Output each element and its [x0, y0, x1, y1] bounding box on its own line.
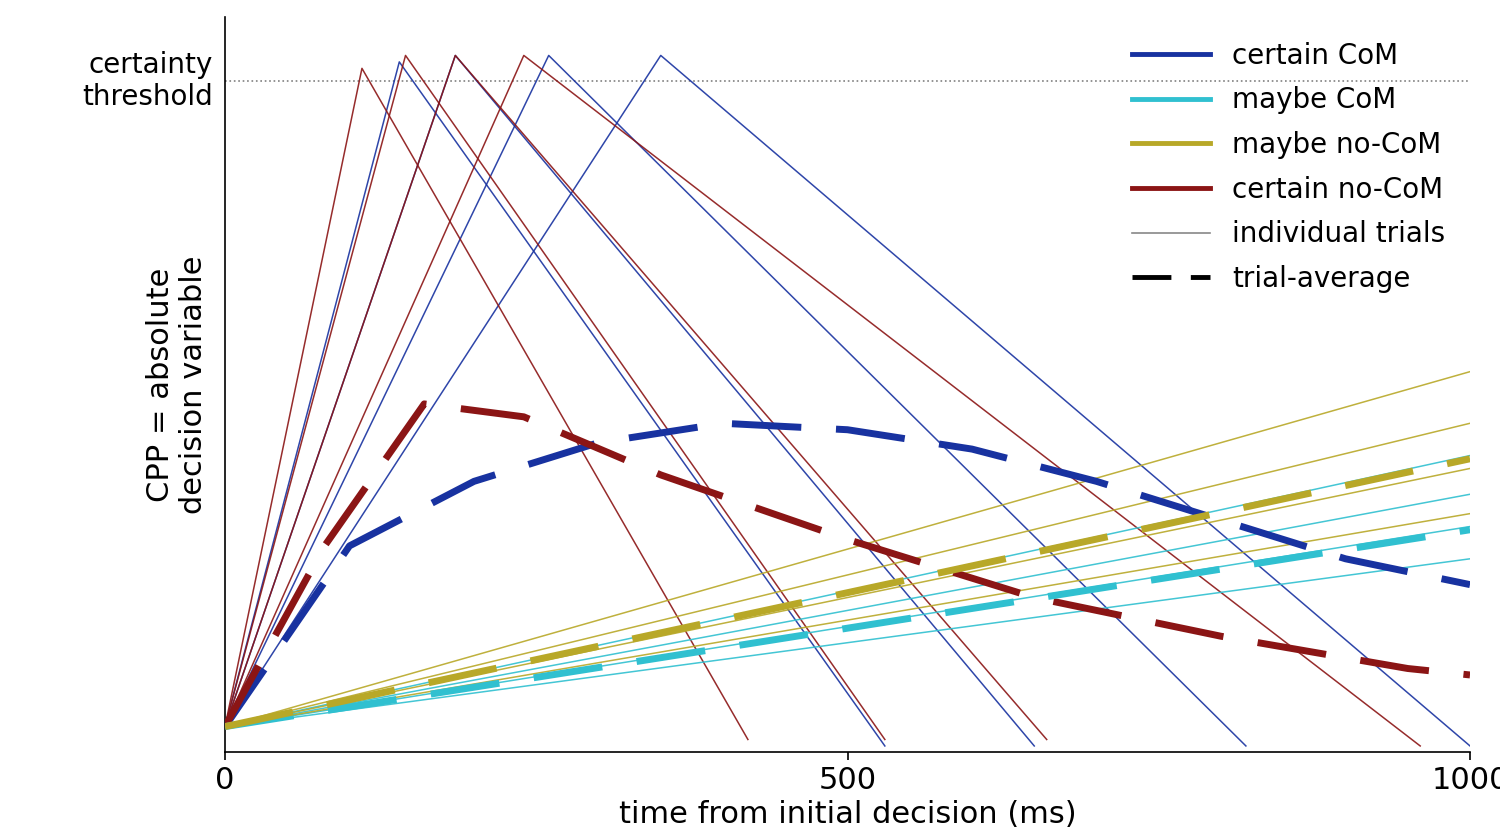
Text: certainty
threshold: certainty threshold — [82, 51, 213, 111]
X-axis label: time from initial decision (ms): time from initial decision (ms) — [618, 800, 1077, 829]
Y-axis label: CPP = absolute
decision variable: CPP = absolute decision variable — [146, 255, 208, 514]
Legend: certain CoM, maybe CoM, maybe no-CoM, certain no-CoM, individual trials, trial-a: certain CoM, maybe CoM, maybe no-CoM, ce… — [1120, 31, 1456, 304]
